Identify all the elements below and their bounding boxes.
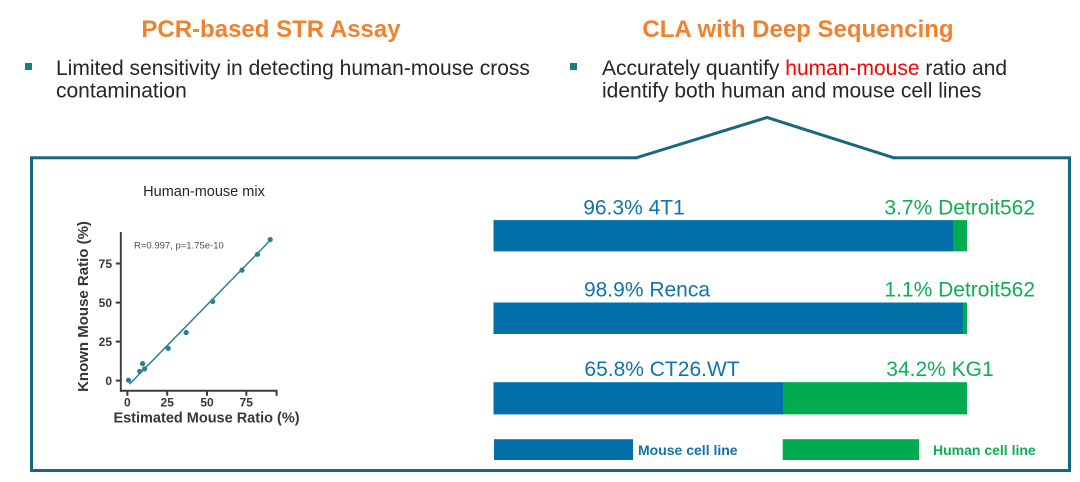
- svg-text:34.2% KG1: 34.2% KG1: [886, 358, 993, 381]
- svg-text:3.7% Detroit562: 3.7% Detroit562: [884, 196, 1035, 219]
- svg-text:Mouse cell line: Mouse cell line: [638, 442, 738, 458]
- svg-text:0: 0: [124, 396, 131, 410]
- svg-text:96.3% 4T1: 96.3% 4T1: [583, 196, 685, 219]
- svg-text:Limited sensitivity in detecti: Limited sensitivity in detecting human-m…: [56, 57, 530, 80]
- svg-text:PCR-based STR Assay: PCR-based STR Assay: [141, 16, 401, 43]
- svg-text:Human cell line: Human cell line: [933, 442, 1036, 458]
- svg-text:Estimated Mouse Ratio (%): Estimated Mouse Ratio (%): [113, 411, 299, 427]
- svg-text:25: 25: [161, 396, 175, 410]
- svg-text:50: 50: [200, 396, 214, 410]
- svg-text:identify both human and mouse: identify both human and mouse cell lines: [602, 80, 981, 103]
- svg-text:75: 75: [99, 257, 113, 271]
- svg-text:1.1% Detroit562: 1.1% Detroit562: [884, 279, 1035, 302]
- svg-text:Known Mouse Ratio (%): Known Mouse Ratio (%): [75, 221, 92, 392]
- svg-text:0: 0: [105, 374, 112, 388]
- svg-text:CLA with Deep Sequencing: CLA with Deep Sequencing: [642, 16, 953, 43]
- svg-text:Accurately quantify human-mous: Accurately quantify human-mouse ratio an…: [602, 57, 1007, 80]
- svg-text:50: 50: [99, 296, 113, 310]
- svg-text:Human-mouse mix: Human-mouse mix: [143, 184, 265, 200]
- svg-text:R=0.997, p=1.75e-10: R=0.997, p=1.75e-10: [134, 241, 224, 252]
- svg-text:contamination: contamination: [56, 80, 187, 103]
- svg-text:65.8% CT26.WT: 65.8% CT26.WT: [584, 358, 739, 381]
- svg-text:75: 75: [240, 396, 254, 410]
- svg-text:98.9% Renca: 98.9% Renca: [584, 279, 710, 302]
- svg-text:25: 25: [99, 335, 113, 349]
